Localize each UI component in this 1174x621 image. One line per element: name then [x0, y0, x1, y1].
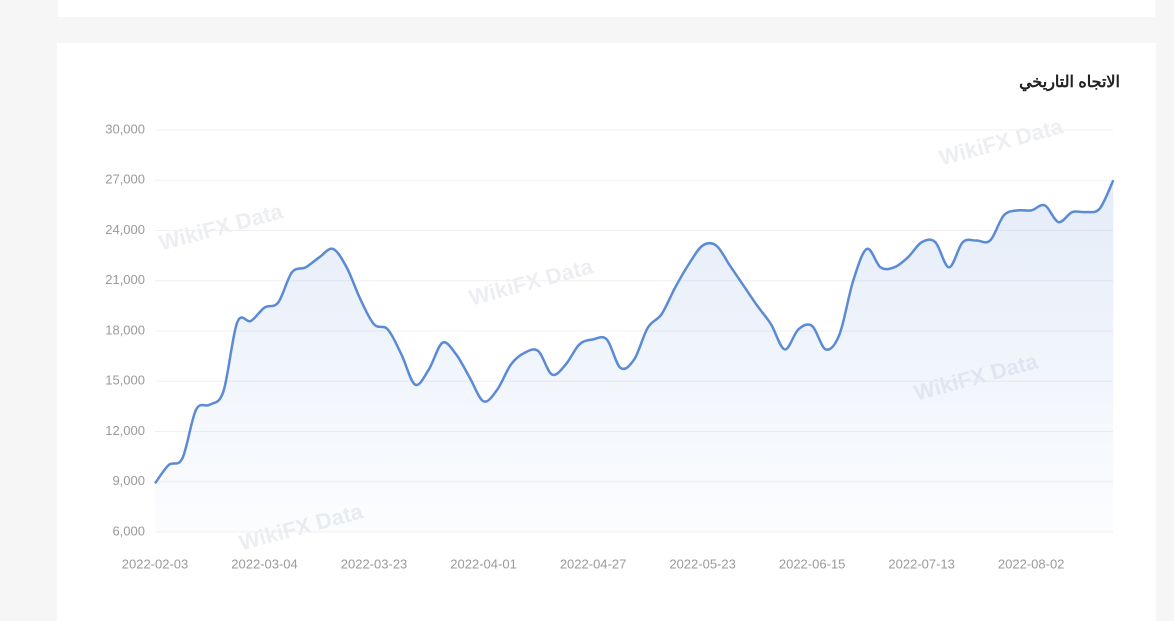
x-tick-label: 2022-06-15 [779, 556, 846, 571]
x-tick-label: 2022-08-02 [998, 556, 1065, 571]
y-tick-label: 18,000 [105, 322, 145, 337]
x-tick-label: 2022-04-27 [560, 556, 627, 571]
x-tick-label: 2022-07-13 [888, 556, 955, 571]
top-card [58, 0, 1155, 17]
y-tick-label: 6,000 [112, 523, 145, 538]
y-tick-label: 12,000 [105, 423, 145, 438]
x-tick-label: 2022-03-23 [341, 556, 408, 571]
x-tick-label: 2022-03-04 [231, 556, 298, 571]
watermark: WikiFX Data [936, 113, 1066, 170]
line [153, 179, 1115, 485]
y-tick-label: 27,000 [105, 172, 145, 187]
watermark: WikiFX Data [156, 198, 286, 255]
x-tick-label: 2022-04-01 [450, 556, 517, 571]
x-tick-label: 2022-05-23 [669, 556, 736, 571]
y-tick-label: 24,000 [105, 222, 145, 237]
y-tick-label: 9,000 [112, 473, 145, 488]
area [155, 180, 1114, 532]
y-tick-label: 21,000 [105, 272, 145, 287]
chart-title: الاتجاه التاريخي [1019, 74, 1120, 92]
watermark: WikiFX Data [466, 253, 596, 310]
y-tick-label: 30,000 [105, 121, 145, 136]
x-tick-label: 2022-02-03 [122, 556, 189, 571]
y-tick-label: 15,000 [105, 373, 145, 388]
